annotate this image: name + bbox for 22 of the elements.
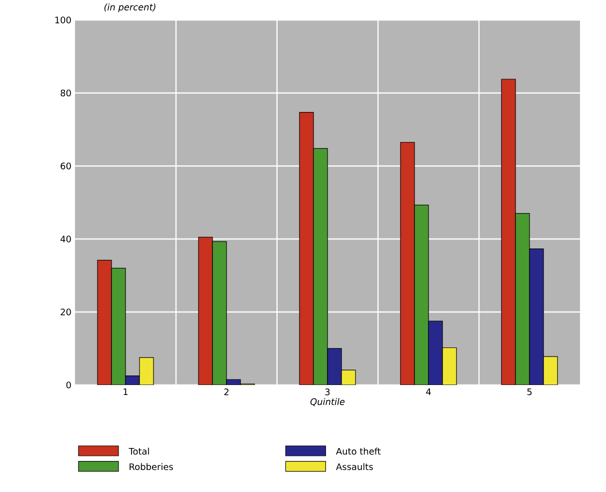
x-tick-label: 5 — [527, 388, 532, 396]
x-tick-label: 1 — [124, 388, 128, 396]
x-tick-label: 4 — [426, 388, 431, 396]
legend-label: Auto theft — [336, 448, 381, 455]
bar — [501, 78, 516, 385]
chart-subtitle: (in percent) — [104, 4, 156, 12]
y-tick-label: 100 — [55, 16, 71, 24]
bar — [198, 236, 213, 385]
y-tick-label: 20 — [60, 308, 71, 316]
y-tick-label: 0 — [66, 382, 71, 388]
bar — [97, 260, 112, 385]
x-tick-label: 2 — [224, 388, 228, 396]
x-tick-label: 3 — [325, 388, 330, 396]
y-tick-label: 60 — [60, 162, 71, 170]
y-tick-label: 80 — [60, 90, 71, 96]
legend-label: Assaults — [336, 463, 373, 470]
bar — [299, 112, 314, 385]
y-tick-label: 40 — [60, 236, 71, 242]
x-axis-title: Quintile — [310, 398, 345, 406]
bar — [400, 142, 415, 385]
legend-label: Total — [128, 448, 149, 455]
legend-label: Robberies — [130, 463, 173, 470]
